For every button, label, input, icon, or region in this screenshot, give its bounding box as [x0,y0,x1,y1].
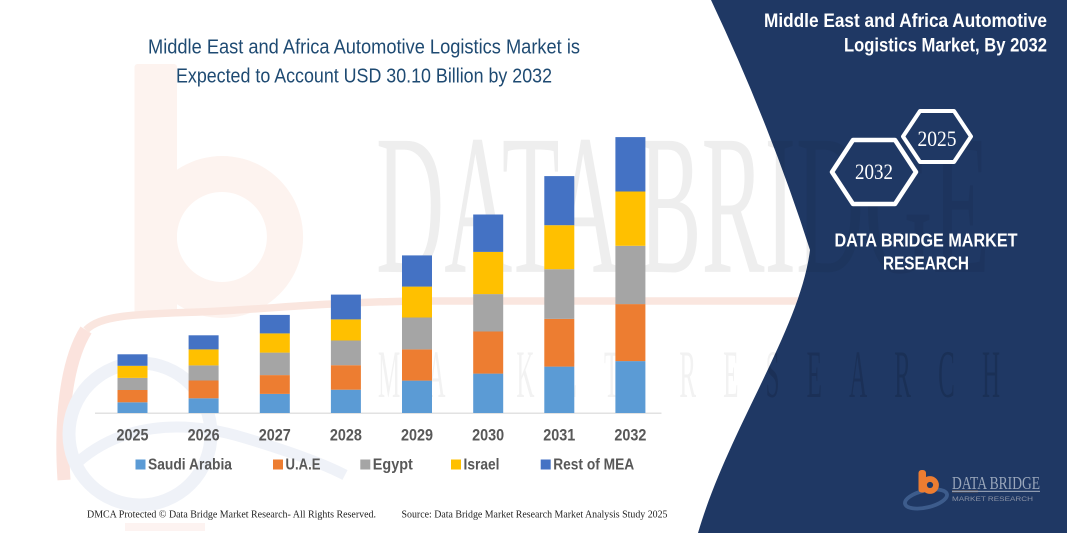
svg-text:2025: 2025 [918,126,957,151]
svg-text:2026: 2026 [188,426,220,445]
svg-text:DMCA Protected © Data Bridge M: DMCA Protected © Data Bridge Market Rese… [87,510,376,521]
svg-text:2029: 2029 [401,426,433,445]
svg-text:2030: 2030 [472,426,504,445]
svg-text:Israel: Israel [464,457,500,474]
svg-text:U.A.E: U.A.E [286,457,321,474]
svg-text:2025: 2025 [117,426,149,445]
svg-text:Egypt: Egypt [373,457,413,474]
svg-text:Middle East and Africa Automot: Middle East and Africa Automotive [764,10,1047,32]
svg-text:RESEARCH: RESEARCH [883,254,969,274]
svg-text:2032: 2032 [855,159,893,184]
svg-text:2028: 2028 [330,426,362,445]
svg-text:Middle East and Africa Automot: Middle East and Africa Automotive Logist… [148,36,580,59]
svg-text:Saudi Arabia: Saudi Arabia [148,457,232,474]
svg-text:2027: 2027 [259,426,291,445]
svg-text:MARKET RESEARCH: MARKET RESEARCH [952,496,1033,503]
svg-text:2032: 2032 [614,426,646,445]
svg-text:Logistics Market, By 2032: Logistics Market, By 2032 [844,35,1047,57]
svg-text:2031: 2031 [543,426,575,445]
svg-text:DATA BRIDGE MARKET: DATA BRIDGE MARKET [835,231,1018,251]
svg-text:DATA BRIDGE: DATA BRIDGE [952,473,1040,493]
svg-text:Expected to Account USD 30.10: Expected to Account USD 30.10 Billion by… [176,65,552,88]
svg-text:Source: Data Bridge Market Res: Source: Data Bridge Market Research Mark… [402,510,668,521]
svg-text:Rest of MEA: Rest of MEA [553,457,634,474]
